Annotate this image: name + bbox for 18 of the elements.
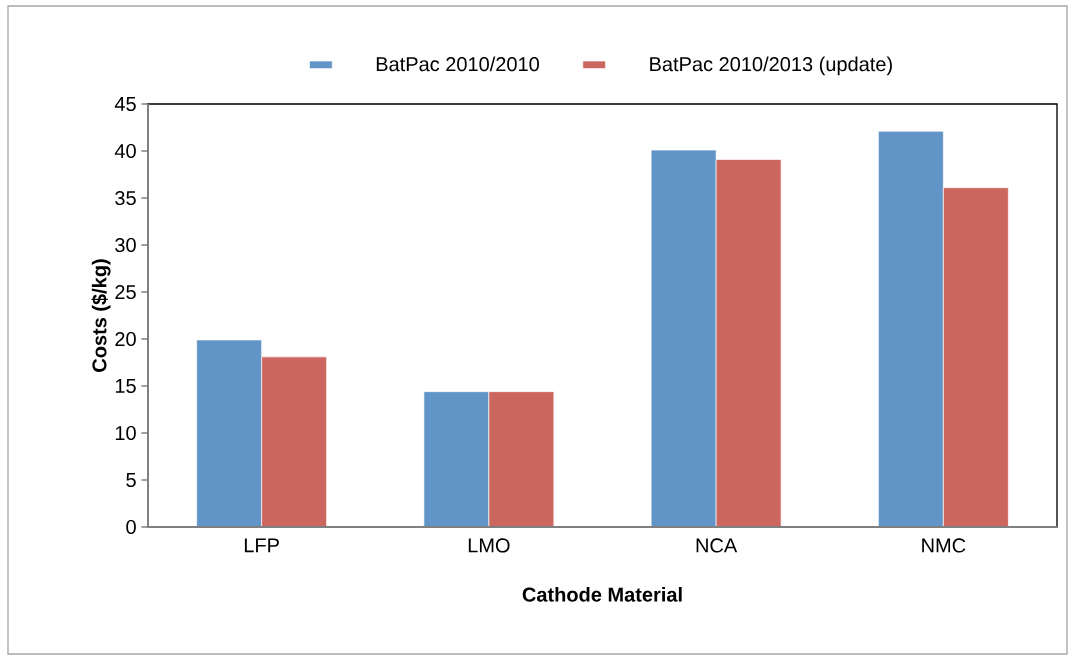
legend-label: BatPac 2010/2010 xyxy=(376,56,539,72)
y-tick-label: 15 xyxy=(115,379,136,393)
legend-label: BatPac 2010/2013 (update) xyxy=(650,56,892,76)
y-tick-label: 5 xyxy=(126,473,136,487)
y-tick-label: 45 xyxy=(114,97,136,111)
y-tick-label: 40 xyxy=(114,143,136,159)
x-tick-label: NMC xyxy=(922,538,966,553)
y-tick-label: 35 xyxy=(115,190,136,206)
y-tick-label: 30 xyxy=(115,237,136,253)
y-tick-label: 25 xyxy=(115,284,136,300)
x-axis-title: Cathode Material xyxy=(522,587,682,602)
y-tick-label: 10 xyxy=(115,425,136,441)
y-axis-title: Costs ($/kg) xyxy=(91,259,111,372)
x-tick-label: LMO xyxy=(468,538,510,553)
x-tick-label: NCA xyxy=(696,538,738,553)
x-tick-label: LFP xyxy=(244,538,279,553)
y-tick-label: 0 xyxy=(126,519,136,535)
y-tick-label: 20 xyxy=(115,331,136,347)
